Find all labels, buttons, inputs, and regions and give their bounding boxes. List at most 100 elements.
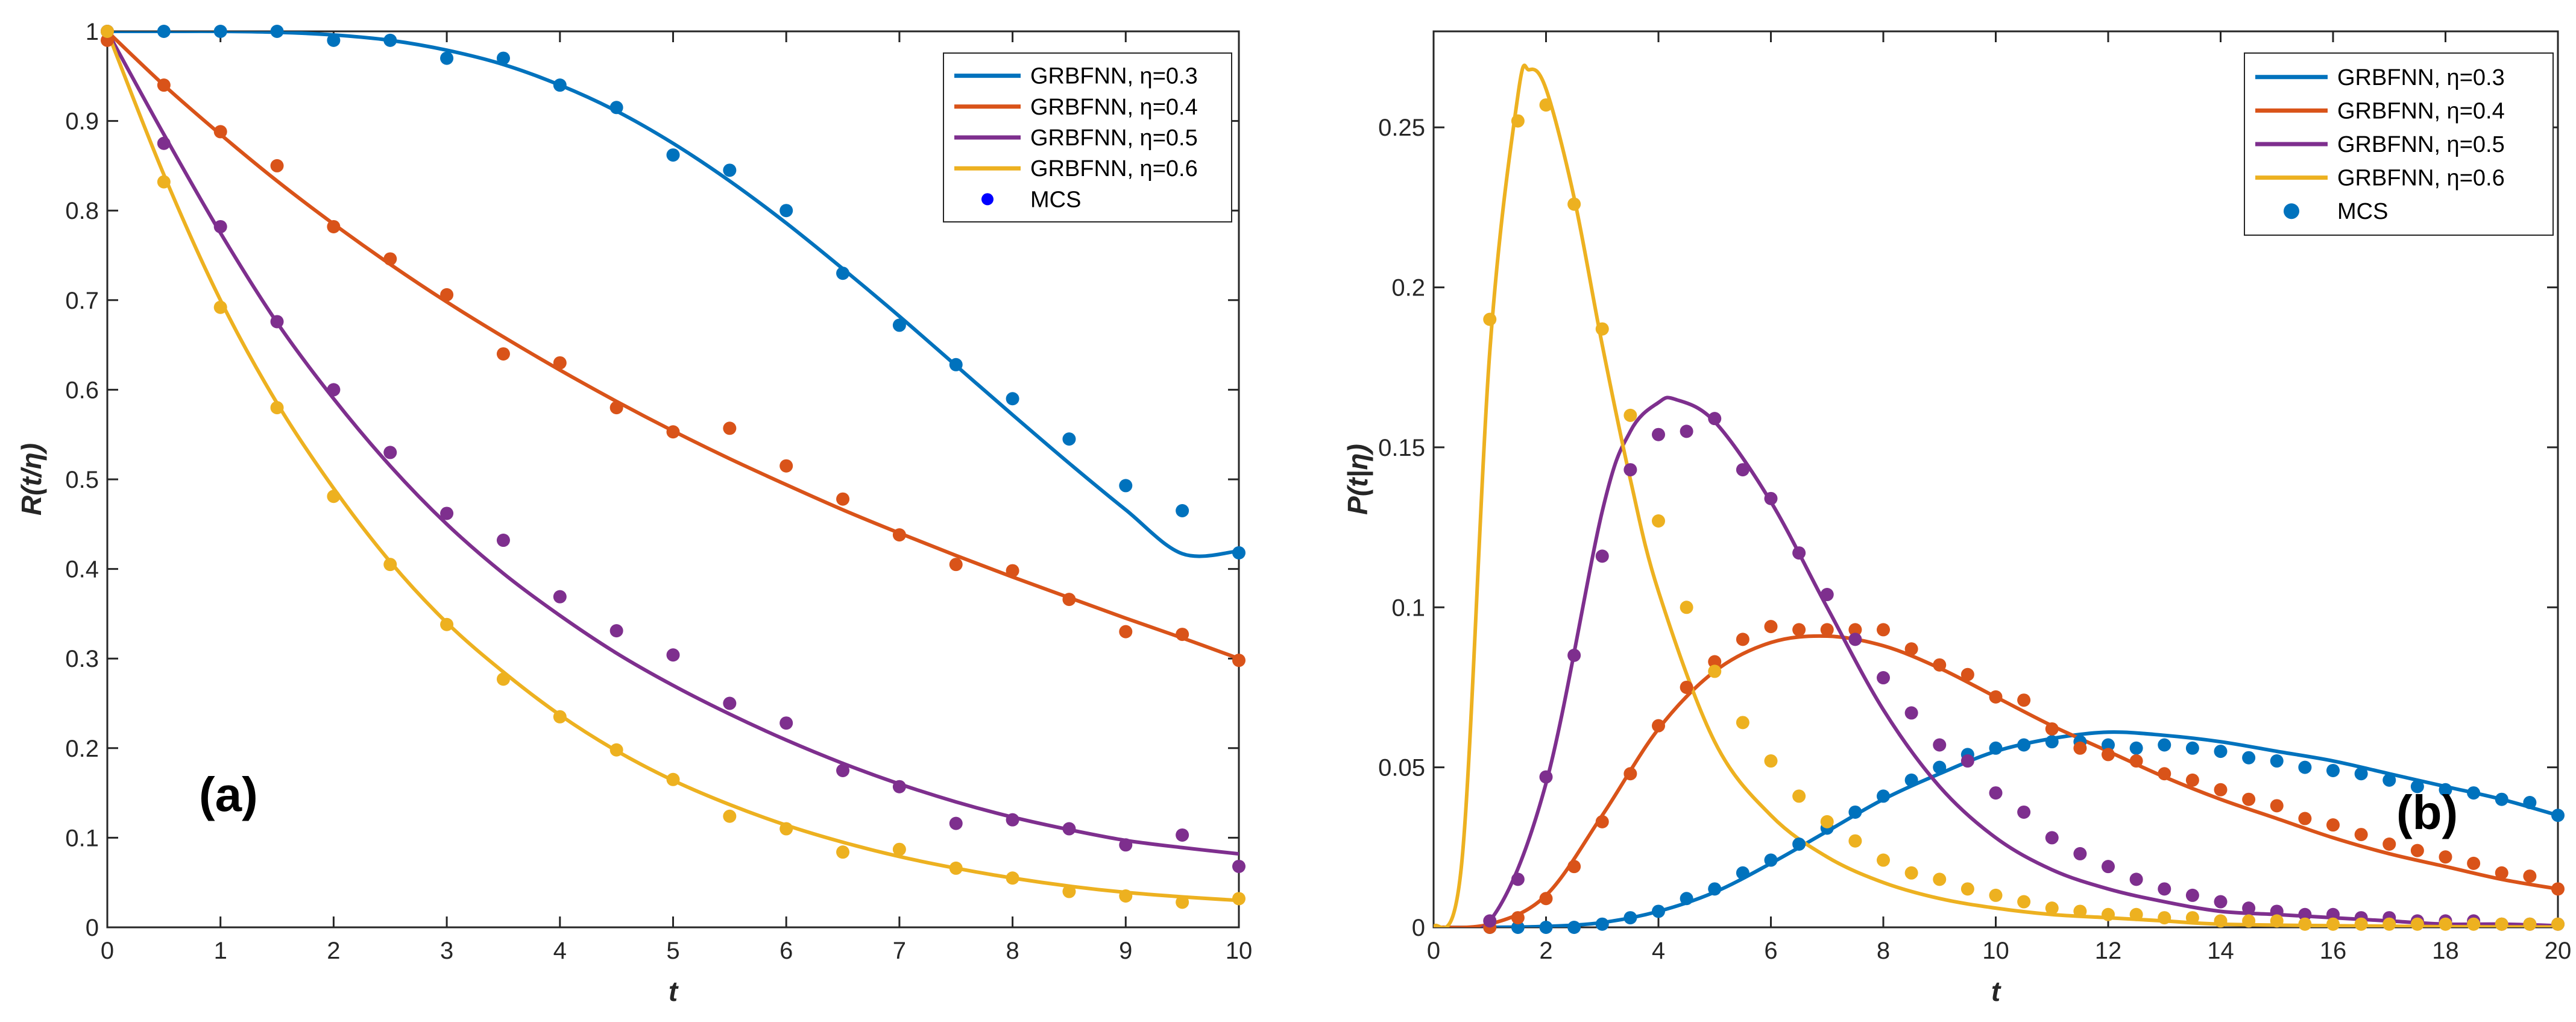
x-axis-label: t <box>669 976 679 1007</box>
mcs-point <box>2326 818 2340 832</box>
x-tick-label: 8 <box>1006 938 1019 964</box>
mcs-point <box>2439 783 2452 796</box>
mcs-point <box>2523 917 2537 931</box>
panel-label: (a) <box>199 768 258 821</box>
mcs-point <box>2523 796 2537 810</box>
mcs-point <box>892 842 906 856</box>
mcs-point <box>553 356 567 370</box>
y-tick-label: 0 <box>86 915 99 941</box>
x-tick-label: 0 <box>1427 938 1440 964</box>
mcs-point <box>1848 834 1862 848</box>
mcs-point <box>1623 408 1637 422</box>
y-tick-label: 1 <box>86 19 99 45</box>
mcs-point <box>1680 892 1693 906</box>
mcs-point <box>2045 735 2059 749</box>
mcs-point <box>2495 866 2508 880</box>
mcs-point <box>2185 911 2199 925</box>
mcs-point <box>2410 780 2424 793</box>
y-tick-label: 0.8 <box>65 198 99 224</box>
x-tick-label: 4 <box>553 938 567 964</box>
mcs-point <box>1006 564 1019 578</box>
mcs-point <box>2045 901 2059 915</box>
mcs-point <box>440 51 454 65</box>
mcs-point <box>892 318 906 332</box>
mcs-point <box>1176 828 1189 842</box>
y-tick-label: 0.25 <box>1378 115 1425 141</box>
mcs-point <box>2158 911 2171 925</box>
mcs-point <box>1820 588 1834 602</box>
mcs-point <box>2410 917 2424 931</box>
mcs-point <box>1119 625 1133 639</box>
mcs-point <box>2298 907 2312 921</box>
x-tick-label: 8 <box>1877 938 1890 964</box>
legend-label: GRBFNN, η=0.5 <box>2337 132 2505 157</box>
mcs-point <box>2102 860 2115 874</box>
panel-label: (b) <box>2396 786 2458 839</box>
mcs-point <box>1736 866 1749 880</box>
mcs-point <box>157 175 171 189</box>
mcs-point <box>609 101 623 115</box>
y-tick-label: 0.6 <box>65 377 99 403</box>
series-line-4 <box>1434 63 2558 927</box>
mcs-point <box>2158 882 2171 896</box>
mcs-point <box>779 204 793 218</box>
mcs-point <box>553 590 567 604</box>
mcs-point <box>949 558 963 572</box>
x-tick-label: 10 <box>1226 938 1253 964</box>
mcs-point <box>2382 837 2396 851</box>
mcs-point <box>496 672 510 686</box>
mcs-point <box>892 528 906 542</box>
mcs-point <box>2214 914 2228 928</box>
mcs-point <box>1708 882 1722 896</box>
series-line-1 <box>1434 730 2558 927</box>
mcs-point <box>1680 601 1693 614</box>
mcs-point <box>440 506 454 520</box>
legend-label: MCS <box>1030 187 1081 212</box>
mcs-point <box>2214 895 2228 909</box>
mcs-point <box>2382 773 2396 787</box>
x-tick-label: 3 <box>440 938 453 964</box>
mcs-point <box>2045 831 2059 845</box>
mcs-point <box>2410 844 2424 857</box>
mcs-point <box>836 267 850 280</box>
mcs-point <box>1176 628 1189 642</box>
mcs-point <box>2102 748 2115 762</box>
mcs-point <box>2017 693 2031 707</box>
mcs-point <box>270 159 284 172</box>
mcs-point <box>836 845 850 859</box>
mcs-point <box>440 617 454 631</box>
mcs-point <box>213 25 227 38</box>
mcs-point <box>779 716 793 730</box>
mcs-point <box>1567 860 1581 874</box>
mcs-point <box>2214 745 2228 759</box>
x-tick-label: 2 <box>327 938 340 964</box>
mcs-point <box>2270 799 2284 813</box>
mcs-point <box>2467 856 2481 870</box>
mcs-point <box>213 125 227 139</box>
mcs-point <box>1595 815 1609 828</box>
y-tick-label: 0.1 <box>1391 595 1425 621</box>
mcs-point <box>949 358 963 371</box>
mcs-point <box>609 624 623 638</box>
series-line-1 <box>107 31 1239 558</box>
mcs-point <box>1539 770 1553 784</box>
mcs-point <box>1989 786 2003 800</box>
mcs-point <box>723 809 737 823</box>
mcs-point <box>157 136 171 150</box>
legend-label: GRBFNN, η=0.6 <box>1030 156 1198 181</box>
mcs-point <box>1483 914 1497 928</box>
mcs-point <box>1483 312 1497 326</box>
mcs-point <box>1232 546 1245 560</box>
y-tick-label: 0.2 <box>65 736 99 762</box>
mcs-point <box>1511 921 1525 934</box>
mcs-point <box>2129 741 2143 755</box>
mcs-point <box>1989 690 2003 704</box>
mcs-point <box>2298 917 2312 931</box>
mcs-point <box>270 401 284 415</box>
mcs-point <box>327 33 341 47</box>
mcs-point <box>1652 904 1665 918</box>
mcs-point <box>2129 907 2143 921</box>
legend: GRBFNN, η=0.3 GRBFNN, η=0.4 GRBFNN, η=0.5 G… <box>943 52 1232 222</box>
mcs-point <box>2298 760 2312 774</box>
